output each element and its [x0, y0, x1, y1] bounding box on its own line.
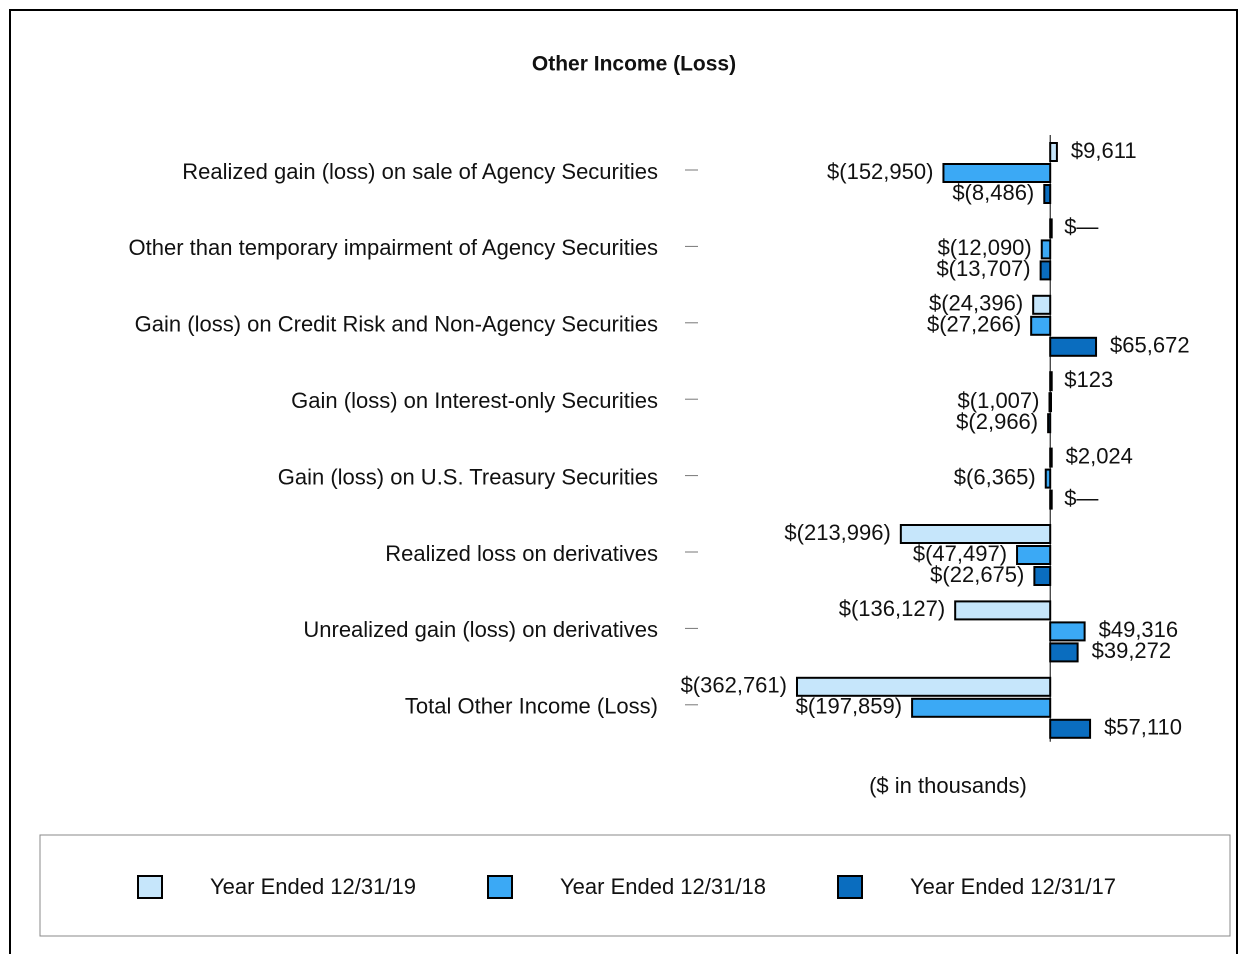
bar [1039, 260, 1052, 281]
y-tick-label: Gain (loss) on Interest-only Securities [291, 388, 658, 413]
y-tick-label: Unrealized gain (loss) on derivatives [303, 617, 658, 642]
bar [1049, 371, 1053, 392]
data-label: $(12,090) [938, 235, 1032, 260]
data-label: $(24,396) [929, 291, 1023, 316]
data-label: $(6,365) [954, 464, 1036, 489]
data-label: $(362,761) [681, 673, 787, 698]
bar [1048, 392, 1052, 413]
data-label: $(22,675) [930, 562, 1024, 587]
data-label: $(8,486) [952, 180, 1034, 205]
legend-swatch [487, 875, 513, 899]
bar [911, 697, 1052, 718]
y-tick-label: Other than temporary impairment of Agenc… [129, 235, 658, 260]
legend-label: Year Ended 12/31/18 [560, 874, 766, 899]
data-label: $57,110 [1104, 715, 1182, 740]
data-label: $2,024 [1066, 443, 1133, 468]
bar [1043, 184, 1052, 204]
data-label: $(213,996) [784, 520, 890, 545]
bar [1049, 447, 1053, 468]
bar [1030, 315, 1052, 336]
bar [1033, 566, 1052, 586]
data-label: $39,272 [1092, 638, 1172, 663]
data-label: $65,672 [1110, 333, 1190, 358]
data-label: $— [1064, 214, 1098, 239]
bar [795, 676, 1052, 697]
data-label: $(47,497) [913, 541, 1007, 566]
chart-title: Other Income (Loss) [532, 53, 736, 76]
data-label: $(1,007) [958, 388, 1040, 413]
bar [954, 600, 1052, 621]
y-tick-label: Realized loss on derivatives [385, 541, 658, 566]
bar [899, 524, 1052, 544]
y-tick-label: Gain (loss) on Credit Risk and Non-Agenc… [135, 312, 658, 337]
legend-swatch [137, 875, 163, 899]
y-tick-label: Total Other Income (Loss) [405, 694, 658, 719]
data-label: $123 [1064, 367, 1113, 392]
data-label: $(2,966) [956, 409, 1038, 434]
bar [1049, 642, 1079, 663]
bar [1044, 468, 1052, 489]
y-tick-label: Realized gain (loss) on sale of Agency S… [182, 159, 658, 184]
data-label: $(136,127) [839, 596, 945, 621]
legend-label: Year Ended 12/31/17 [910, 874, 1116, 899]
bar [1047, 413, 1052, 434]
bar [1049, 718, 1092, 739]
legend-label: Year Ended 12/31/19 [210, 874, 416, 899]
bar [1016, 545, 1052, 565]
bar [1049, 489, 1053, 510]
data-label: $(13,707) [936, 256, 1030, 281]
data-label: $9,611 [1071, 138, 1137, 163]
bar [1040, 239, 1052, 260]
data-label: $(27,266) [927, 312, 1021, 337]
bar [1049, 336, 1098, 357]
legend-box [39, 834, 1231, 937]
data-label: $49,316 [1099, 617, 1179, 642]
x-axis-label: ($ in thousands) [869, 773, 1027, 798]
data-label: $(152,950) [827, 159, 933, 184]
y-tick-label: Gain (loss) on U.S. Treasury Securities [278, 464, 658, 489]
data-label: $(197,859) [796, 694, 902, 719]
frame [9, 9, 1238, 954]
bar [1032, 294, 1052, 315]
bar [1049, 621, 1086, 642]
bar [942, 163, 1052, 183]
data-label: $— [1064, 485, 1098, 510]
bar [1049, 142, 1058, 162]
bar [1049, 218, 1053, 239]
legend-swatch [837, 875, 863, 899]
